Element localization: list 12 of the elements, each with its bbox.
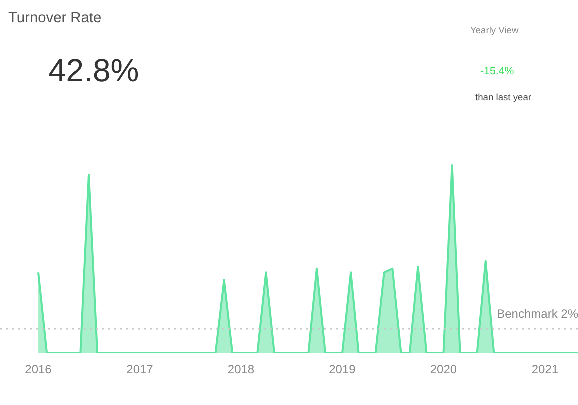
text: -15.4% [480, 66, 515, 78]
text: than last year [476, 92, 532, 102]
text: 42.8% [48, 52, 140, 88]
x-tick-label: 2017 [126, 362, 154, 376]
text: Yearly View [470, 26, 519, 36]
chart-title: Turnover Rate [8, 10, 102, 26]
x-tick-label: 2019 [329, 362, 356, 376]
x-tick-label: 2018 [228, 362, 255, 376]
x-tick-label: 2020 [430, 362, 458, 376]
x-tick-label: 2021 [532, 362, 559, 376]
ref-line-label: Benchmark 2% [497, 307, 578, 322]
x-tick-label: 2016 [25, 362, 52, 376]
